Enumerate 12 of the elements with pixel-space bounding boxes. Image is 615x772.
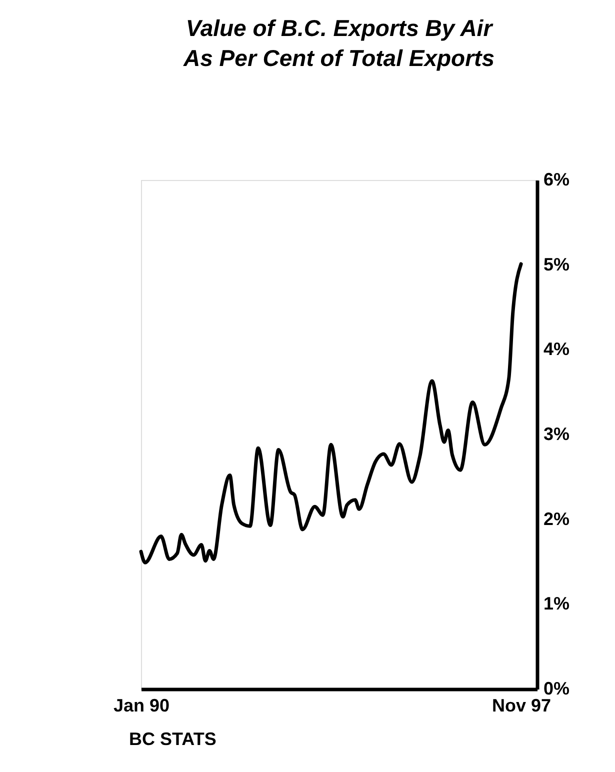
- y-tick-label: 3%: [544, 424, 570, 444]
- y-tick-label: 1%: [544, 594, 570, 614]
- y-tick-label: 2%: [544, 508, 570, 529]
- chart-title: Value of B.C. Exports By Air As Per Cent of Total Exports: [182, 15, 494, 71]
- y-tick-label: 0%: [544, 678, 570, 698]
- text: BC STATS: [129, 729, 216, 749]
- y-tick-label: 4%: [544, 339, 570, 360]
- line-series: [139, 262, 523, 564]
- y-tick-label: 5%: [544, 254, 570, 274]
- x-tick-label: Jan 90: [113, 696, 170, 716]
- y-tick-label: 6%: [544, 170, 570, 190]
- x-tick-label: Nov 97: [492, 696, 552, 716]
